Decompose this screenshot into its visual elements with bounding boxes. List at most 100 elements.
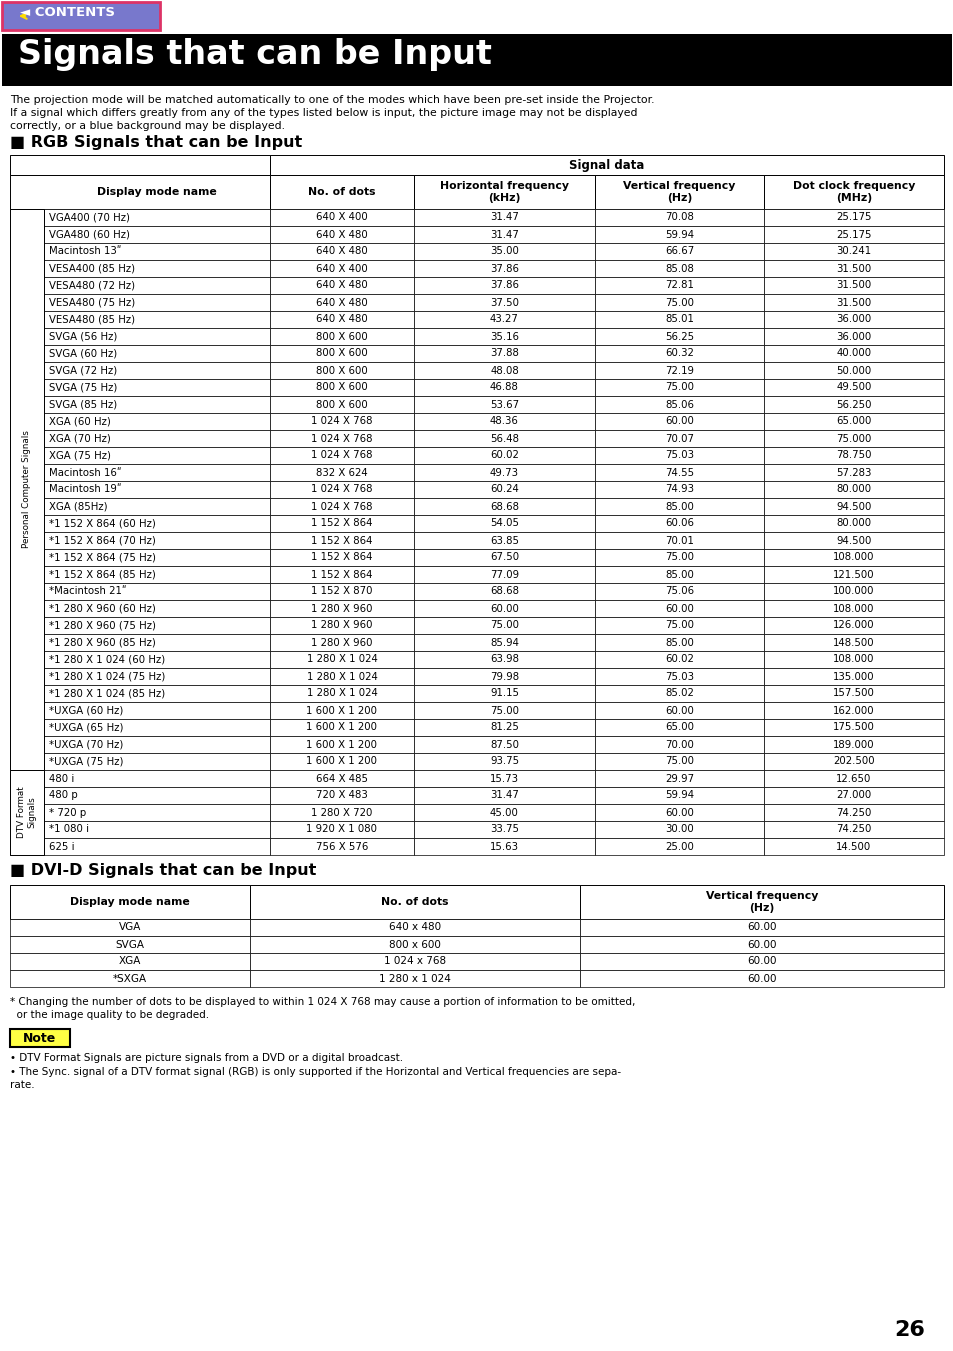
Bar: [2, 1, 160, 30]
Text: XGA (60 Hz): XGA (60 Hz): [49, 416, 111, 427]
Text: 189.000: 189.000: [832, 739, 874, 750]
Text: 70.08: 70.08: [664, 212, 693, 223]
Text: Macintosh 13ʺ: Macintosh 13ʺ: [49, 246, 121, 257]
Text: 74.55: 74.55: [664, 467, 694, 477]
Text: 800 x 600: 800 x 600: [389, 939, 440, 950]
Bar: [250, 970, 579, 988]
Text: *UXGA (60 Hz): *UXGA (60 Hz): [49, 705, 123, 716]
Text: No. of dots: No. of dots: [381, 897, 448, 907]
Bar: [270, 667, 414, 685]
Text: 27.000: 27.000: [836, 790, 871, 801]
Bar: [10, 736, 44, 753]
Bar: [270, 430, 414, 447]
Text: • The Sync. signal of a DTV format signal (RGB) is only supported if the Horizon: • The Sync. signal of a DTV format signa…: [10, 1067, 620, 1077]
Bar: [595, 259, 763, 277]
Text: 60.00: 60.00: [664, 808, 693, 817]
Bar: [270, 447, 414, 463]
Bar: [10, 155, 270, 176]
Text: 37.88: 37.88: [490, 349, 518, 358]
Text: 94.500: 94.500: [836, 501, 871, 512]
Bar: [763, 430, 943, 447]
Bar: [10, 1029, 70, 1047]
Bar: [270, 584, 414, 600]
Text: 800 X 600: 800 X 600: [315, 382, 368, 393]
Bar: [10, 380, 44, 396]
Text: 72.81: 72.81: [664, 281, 693, 290]
Text: 1 152 X 864: 1 152 X 864: [311, 570, 373, 580]
Bar: [10, 821, 44, 838]
Text: 75.00: 75.00: [664, 382, 693, 393]
Text: 70.00: 70.00: [664, 739, 693, 750]
Text: 1 152 X 864: 1 152 X 864: [311, 535, 373, 546]
Text: 75.00: 75.00: [664, 757, 693, 766]
Bar: [414, 447, 595, 463]
Bar: [10, 919, 250, 936]
Text: 33.75: 33.75: [490, 824, 518, 835]
Text: 1 600 X 1 200: 1 600 X 1 200: [306, 705, 377, 716]
Text: 1 280 X 960: 1 280 X 960: [311, 620, 373, 631]
Bar: [44, 413, 270, 430]
Text: 60.00: 60.00: [746, 957, 776, 966]
Bar: [414, 685, 595, 703]
Bar: [595, 447, 763, 463]
Bar: [414, 736, 595, 753]
Bar: [270, 362, 414, 380]
Text: 60.00: 60.00: [664, 705, 693, 716]
Text: or the image quality to be degraded.: or the image quality to be degraded.: [10, 1011, 209, 1020]
Text: 640 X 480: 640 X 480: [315, 246, 368, 257]
Text: 1 600 X 1 200: 1 600 X 1 200: [306, 739, 377, 750]
Text: 85.01: 85.01: [664, 315, 693, 324]
Text: Personal Computer Signals: Personal Computer Signals: [23, 431, 31, 549]
Text: 46.88: 46.88: [490, 382, 518, 393]
Bar: [270, 685, 414, 703]
Bar: [44, 311, 270, 328]
Bar: [414, 243, 595, 259]
Text: 75.06: 75.06: [664, 586, 694, 597]
Bar: [10, 259, 44, 277]
Text: *1 280 X 960 (75 Hz): *1 280 X 960 (75 Hz): [49, 620, 156, 631]
Bar: [270, 770, 414, 788]
Bar: [270, 634, 414, 651]
Text: 70.01: 70.01: [664, 535, 693, 546]
Text: 63.85: 63.85: [490, 535, 518, 546]
Text: 148.500: 148.500: [832, 638, 874, 647]
Bar: [10, 499, 44, 515]
Bar: [595, 295, 763, 311]
Text: 640 X 480: 640 X 480: [315, 281, 368, 290]
Bar: [595, 380, 763, 396]
Bar: [595, 532, 763, 549]
Text: 29.97: 29.97: [664, 774, 694, 784]
Bar: [270, 549, 414, 566]
Bar: [595, 463, 763, 481]
Bar: [595, 328, 763, 345]
Bar: [10, 651, 44, 667]
Bar: [595, 736, 763, 753]
Bar: [763, 243, 943, 259]
Bar: [595, 804, 763, 821]
Text: 60.02: 60.02: [664, 654, 693, 665]
Text: 43.27: 43.27: [490, 315, 518, 324]
Text: 77.09: 77.09: [490, 570, 518, 580]
Text: 79.98: 79.98: [490, 671, 518, 681]
Bar: [10, 885, 250, 919]
Bar: [763, 685, 943, 703]
Bar: [10, 753, 44, 770]
Bar: [414, 821, 595, 838]
Bar: [595, 345, 763, 362]
Bar: [763, 651, 943, 667]
Text: 1 920 X 1 080: 1 920 X 1 080: [306, 824, 377, 835]
Bar: [763, 549, 943, 566]
Bar: [250, 936, 579, 952]
Text: 70.07: 70.07: [664, 434, 693, 443]
Text: *UXGA (70 Hz): *UXGA (70 Hz): [49, 739, 123, 750]
Bar: [763, 584, 943, 600]
Bar: [579, 919, 943, 936]
Text: Note: Note: [24, 1032, 56, 1044]
Bar: [595, 209, 763, 226]
Bar: [10, 788, 44, 804]
Bar: [270, 499, 414, 515]
Bar: [10, 617, 44, 634]
Text: SVGA (72 Hz): SVGA (72 Hz): [49, 366, 117, 376]
Bar: [595, 549, 763, 566]
Text: *1 280 X 1 024 (60 Hz): *1 280 X 1 024 (60 Hz): [49, 654, 165, 665]
